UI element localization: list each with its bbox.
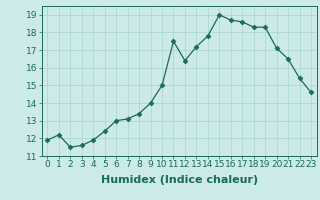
X-axis label: Humidex (Indice chaleur): Humidex (Indice chaleur) (100, 175, 258, 185)
